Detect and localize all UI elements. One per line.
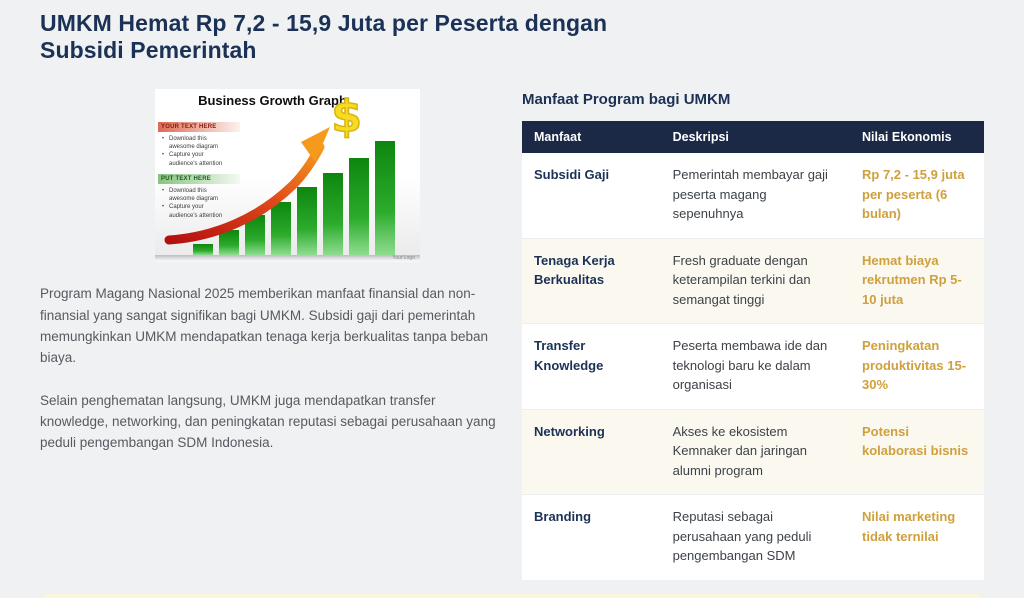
table-section-title: Manfaat Program bagi UMKM	[522, 91, 731, 109]
bullet-item: Download this awesome diagram	[162, 187, 228, 203]
column-header-manfaat: Manfaat	[522, 121, 661, 154]
table-row: Networking Akses ke ekosistem Kemnaker d…	[522, 408, 984, 495]
graph-textbox-red: YOUR TEXT HERE Download this awesome dia…	[158, 122, 240, 167]
cell-manfaat: Tenaga Kerja Berkualitas	[522, 237, 661, 324]
cell-nilai-ekonomis: Nilai marketing tidak ternilai	[850, 494, 984, 580]
bullet-item: Capture your audience's attention	[162, 203, 228, 219]
graph-textbox-green-label: PUT TEXT HERE	[158, 174, 240, 185]
growth-bar	[297, 187, 317, 256]
graph-textbox-green-bullets: Download this awesome diagram Capture yo…	[162, 187, 240, 219]
table-row: Tenaga Kerja Berkualitas Fresh graduate …	[522, 237, 984, 324]
cell-nilai-ekonomis: Peningkatan produktivitas 15-30%	[850, 323, 984, 410]
column-header-nilai-ekonomis: Nilai Ekonomis	[850, 121, 984, 154]
cell-deskripsi: Fresh graduate dengan keterampilan terki…	[660, 237, 850, 324]
page-title: UMKM Hemat Rp 7,2 - 15,9 Juta per Pesert…	[40, 10, 608, 64]
table-header-row: Manfaat Deskripsi Nilai Ekonomis	[522, 121, 984, 154]
growth-bar	[375, 141, 395, 256]
intro-paragraph: Program Magang Nasional 2025 memberikan …	[40, 286, 489, 366]
dollar-sign-icon: $	[331, 91, 363, 144]
cell-manfaat: Transfer Knowledge	[522, 323, 661, 410]
growth-bar	[271, 202, 291, 256]
cell-nilai-ekonomis: Rp 7,2 - 15,9 juta per peserta (6 bulan)	[850, 153, 984, 239]
growth-bar	[193, 244, 213, 256]
cell-deskripsi: Peserta membawa ide dan teknologi baru k…	[660, 323, 850, 410]
table-row: Branding Reputasi sebagai perusahaan yan…	[522, 494, 984, 580]
cell-deskripsi: Reputasi sebagai perusahaan yang peduli …	[660, 494, 850, 580]
column-header-deskripsi: Deskripsi	[660, 121, 850, 154]
cell-manfaat: Subsidi Gaji	[522, 153, 661, 239]
growth-bars	[193, 141, 395, 256]
growth-bar	[323, 173, 343, 256]
left-column: Business Growth Graph YOUR TEXT HERE Dow…	[40, 89, 506, 580]
bullet-item: Download this awesome diagram	[162, 135, 228, 151]
growth-bar	[245, 215, 265, 256]
graph-floor-decoration	[155, 255, 420, 263]
cell-manfaat: Branding	[522, 494, 661, 580]
cell-deskripsi: Akses ke ekosistem Kemnaker dan jaringan…	[660, 408, 850, 495]
benefits-table: Manfaat Deskripsi Nilai Ekonomis Subsidi…	[522, 121, 984, 580]
bullet-item: Capture your audience's attention	[162, 151, 228, 167]
graph-textbox-red-bullets: Download this awesome diagram Capture yo…	[162, 135, 240, 167]
cell-nilai-ekonomis: Hemat biaya rekrutmen Rp 5-10 juta	[850, 237, 984, 324]
secondary-paragraph: Selain penghematan langsung, UMKM juga m…	[40, 392, 496, 451]
growth-arrow-icon	[164, 127, 330, 245]
graph-textbox-green: PUT TEXT HERE Download this awesome diag…	[158, 174, 240, 219]
cell-deskripsi: Pemerintah membayar gaji peserta magang …	[660, 153, 850, 239]
growth-bar	[219, 230, 239, 256]
graph-title: Business Growth Graph	[198, 93, 347, 109]
growth-bar	[349, 158, 369, 256]
content-columns: Business Growth Graph YOUR TEXT HERE Dow…	[40, 89, 984, 580]
graph-logo-placeholder: Your Logo	[392, 255, 415, 262]
graph-textbox-red-label: YOUR TEXT HERE	[158, 122, 240, 133]
cell-nilai-ekonomis: Potensi kolaborasi bisnis	[850, 408, 984, 495]
investment-callout: INVESTASI SDM TANPA BIAYA: Peluang Emas …	[40, 593, 984, 598]
cell-manfaat: Networking	[522, 408, 661, 495]
business-growth-graph-image: Business Growth Graph YOUR TEXT HERE Dow…	[155, 89, 420, 263]
right-column: Manfaat Program bagi UMKM Manfaat Deskri…	[522, 89, 984, 580]
table-row: Transfer Knowledge Peserta membawa ide d…	[522, 323, 984, 410]
table-row: Subsidi Gaji Pemerintah membayar gaji pe…	[522, 153, 984, 239]
